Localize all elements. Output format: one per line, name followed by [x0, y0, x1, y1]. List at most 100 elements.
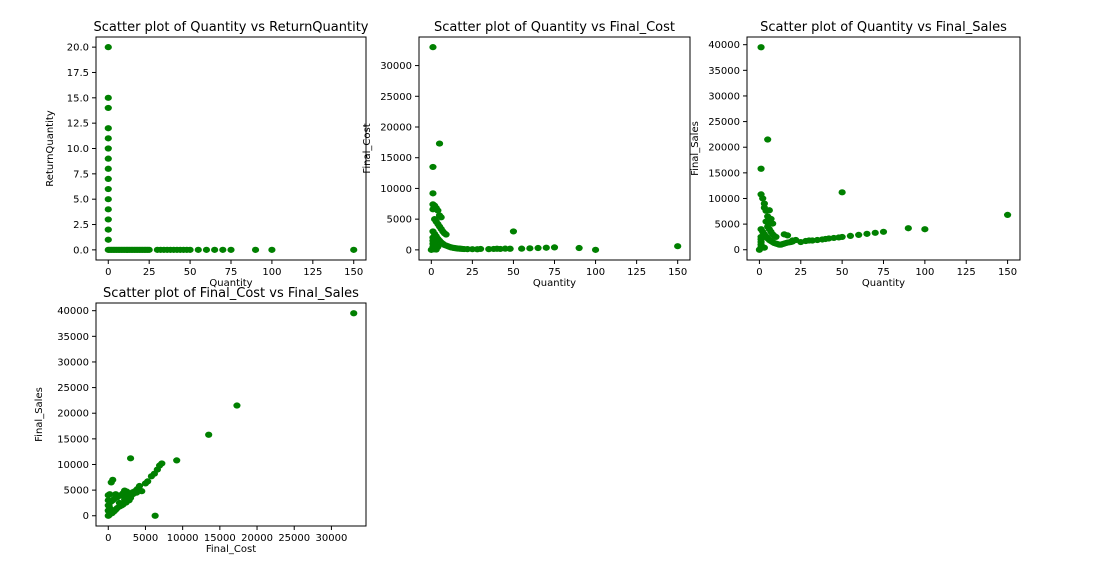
scatter-point: [863, 230, 871, 237]
y-tick-label: 0: [734, 245, 740, 256]
scatter-point: [350, 310, 358, 317]
scatter-point: [104, 236, 112, 243]
x-tick-label: 0: [105, 533, 111, 544]
y-tick-label: 25000: [57, 383, 89, 394]
scatter-point: [173, 457, 181, 464]
x-tick-label: 25: [794, 267, 807, 278]
chart-title: Scatter plot of Final_Cost vs Final_Sale…: [103, 286, 359, 301]
scatter-point: [674, 243, 682, 250]
y-tick-label: 35000: [708, 66, 740, 77]
scatter-point: [783, 232, 792, 239]
y-axis-label: Final_Cost: [362, 123, 373, 173]
x-tick-label: 50: [184, 267, 197, 278]
scatter-point: [186, 246, 194, 253]
scatter-point: [104, 492, 112, 499]
plot-frame: [418, 36, 691, 261]
scatter-point: [151, 512, 159, 519]
y-tick-label: 35000: [57, 332, 89, 343]
scatter-point: [434, 207, 442, 214]
y-tick-label: 5.0: [73, 195, 89, 206]
scatter-point: [194, 246, 202, 253]
x-tick-label: 50: [836, 267, 849, 278]
scatter-point: [104, 125, 112, 132]
scatter-point: [526, 245, 534, 252]
scatter-point: [202, 246, 211, 253]
scatter-point: [104, 502, 112, 509]
scatter-point: [227, 246, 235, 253]
scatter-point: [442, 231, 450, 238]
x-tick-label: 75: [548, 267, 561, 278]
y-axis-label: Final_Sales: [690, 121, 701, 176]
scatter-point: [757, 44, 765, 51]
x-tick-label: 20000: [241, 533, 273, 544]
x-tick-label: 30000: [316, 533, 348, 544]
x-tick-label: 0: [428, 267, 434, 278]
x-tick-label: 100: [262, 267, 281, 278]
scatter-point: [772, 233, 780, 241]
x-tick-label: 75: [225, 267, 238, 278]
scatter-point: [509, 228, 518, 235]
scatter-point: [871, 229, 879, 236]
scatter-point: [904, 225, 912, 232]
chart-title: Scatter plot of Quantity vs Final_Cost: [434, 20, 675, 35]
scatter-point: [429, 190, 437, 197]
x-tick-label: 100: [915, 267, 934, 278]
x-tick-label: 125: [303, 267, 322, 278]
scatter-point: [764, 136, 772, 143]
scatter-points: [104, 310, 358, 519]
x-tick-label: 10000: [167, 533, 199, 544]
x-tick-label: 25: [143, 267, 156, 278]
y-tick-label: 2.5: [73, 220, 89, 231]
scatter-point: [846, 232, 855, 240]
scatter-point: [104, 206, 112, 213]
y-tick-label: 0: [83, 511, 89, 522]
scatter-point: [147, 473, 156, 480]
y-tick-label: 20.0: [67, 43, 89, 54]
scatter-point: [429, 163, 437, 171]
chart-title: Scatter plot of Quantity vs ReturnQuanti…: [94, 20, 369, 35]
scatter-point: [233, 402, 241, 409]
scatter-point: [437, 214, 445, 221]
axes-quantity-vs-final-cost: 0 25 50 75 100 125 150 0 5000 10000 15000 20000 2500…: [362, 20, 691, 289]
plot-frame: [95, 302, 367, 527]
scatter-point: [757, 165, 765, 172]
scatter-point: [104, 507, 112, 514]
x-tick-label: 150: [344, 267, 363, 278]
y-tick-label: 10000: [380, 184, 412, 195]
scatter-points: [104, 44, 358, 253]
y-tick-label: 30000: [708, 91, 740, 102]
y-tick-label: 10000: [57, 460, 89, 471]
scatter-point: [575, 244, 583, 252]
x-axis-label: Quantity: [533, 278, 576, 289]
scatter-point: [268, 246, 276, 253]
x-tick-label: 150: [998, 267, 1017, 278]
y-tick-label: 10.0: [67, 144, 89, 155]
scatter-point: [435, 140, 444, 147]
y-tick-label: 7.5: [73, 169, 89, 180]
y-axis-label: Final_Sales: [34, 387, 45, 442]
scatter-point: [205, 431, 213, 438]
scatter-point: [855, 231, 863, 238]
y-tick-label: 5000: [387, 215, 412, 226]
scatter-point: [518, 245, 526, 252]
axes-quantity-vs-final-sales: 0 25 50 75 100 125 150 0 5000 10000 15000 20000 2500…: [690, 20, 1021, 289]
y-axis-label: ReturnQuantity: [45, 110, 56, 186]
y-tick-label: 40000: [57, 306, 89, 317]
scatter-point: [879, 228, 888, 235]
y-tick-label: 30000: [380, 61, 412, 72]
scatter-point: [350, 246, 358, 253]
axes-final-cost-vs-final-sales: 0 5000 10000 15000 20000 25000 30000 0 5000 10000…: [34, 286, 367, 555]
scatter-point: [251, 246, 260, 253]
x-tick-label: 0: [756, 267, 762, 278]
plot-frame: [746, 36, 1021, 261]
scatter-point: [145, 246, 153, 253]
y-tick-label: 15000: [708, 168, 740, 179]
scatter-point: [104, 145, 112, 152]
scatter-point: [126, 455, 135, 462]
scatter-point: [104, 185, 112, 193]
x-tick-label: 0: [105, 267, 111, 278]
y-tick-label: 20000: [708, 143, 740, 154]
y-tick-label: 5000: [64, 486, 89, 497]
scatter-point: [138, 488, 146, 495]
